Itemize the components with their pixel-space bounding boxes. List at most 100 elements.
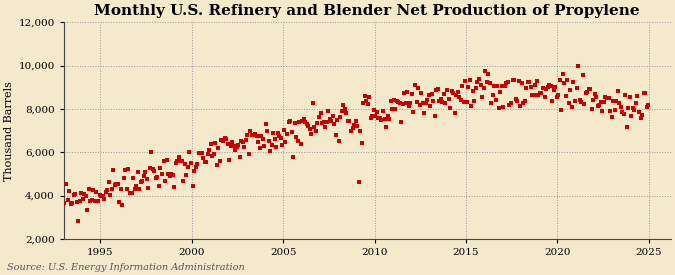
Point xyxy=(487,93,498,97)
Point xyxy=(353,180,364,184)
Point xyxy=(406,92,417,96)
Point xyxy=(381,125,392,130)
Point xyxy=(446,89,457,93)
Point xyxy=(82,208,92,212)
Point xyxy=(219,136,230,141)
Point xyxy=(248,132,259,137)
Point xyxy=(572,63,583,68)
Point xyxy=(79,192,90,197)
Point xyxy=(375,116,385,120)
Point xyxy=(310,129,321,133)
Point xyxy=(466,104,477,109)
Point xyxy=(99,197,109,201)
Point xyxy=(571,86,582,91)
Point xyxy=(478,85,489,90)
Point xyxy=(559,80,570,85)
Point xyxy=(414,103,425,107)
Point xyxy=(211,163,222,167)
Point xyxy=(637,113,647,117)
Point xyxy=(630,101,641,105)
Point xyxy=(213,145,224,150)
Point xyxy=(400,101,411,106)
Point xyxy=(263,139,274,143)
Point xyxy=(122,187,132,191)
Point xyxy=(78,197,88,201)
Point xyxy=(396,119,406,124)
Point xyxy=(536,91,547,95)
Point xyxy=(370,114,381,118)
Point xyxy=(198,155,209,160)
Point xyxy=(367,114,378,118)
Point xyxy=(468,89,479,93)
Point xyxy=(500,84,510,89)
Point xyxy=(495,90,506,94)
Point xyxy=(600,95,611,99)
Point xyxy=(501,81,512,85)
Point xyxy=(562,78,573,82)
Point xyxy=(623,106,634,110)
Point xyxy=(601,95,612,100)
Point xyxy=(74,199,85,204)
Point xyxy=(382,114,393,119)
Point xyxy=(292,139,303,143)
Text: Source: U.S. Energy Information Administration: Source: U.S. Energy Information Administ… xyxy=(7,263,244,272)
Point xyxy=(591,95,601,100)
Point xyxy=(303,124,314,128)
Point xyxy=(181,173,192,177)
Point xyxy=(537,85,548,90)
Point xyxy=(332,118,343,122)
Point xyxy=(493,106,504,111)
Point xyxy=(507,78,518,82)
Point xyxy=(192,161,202,166)
Point xyxy=(126,191,137,196)
Point xyxy=(498,105,509,109)
Point xyxy=(114,200,125,204)
Point xyxy=(250,132,261,136)
Point xyxy=(449,111,460,115)
Point xyxy=(480,68,491,73)
Point xyxy=(422,98,433,102)
Point xyxy=(288,155,298,159)
Point xyxy=(329,122,340,126)
Point xyxy=(232,145,242,150)
Point xyxy=(223,158,234,162)
Point xyxy=(483,72,493,76)
Point xyxy=(597,109,608,113)
Point xyxy=(470,86,481,90)
Point xyxy=(464,78,475,82)
Point xyxy=(574,98,585,102)
Point xyxy=(294,120,304,124)
Point xyxy=(355,129,366,134)
Point xyxy=(62,197,73,202)
Point xyxy=(377,108,388,113)
Point xyxy=(595,99,606,104)
Point xyxy=(454,95,464,100)
Point xyxy=(458,100,469,104)
Point xyxy=(443,96,454,101)
Point xyxy=(317,121,327,125)
Point xyxy=(545,84,556,88)
Point xyxy=(448,91,458,95)
Point xyxy=(217,139,228,143)
Point xyxy=(111,182,122,186)
Point xyxy=(513,79,524,83)
Point xyxy=(490,98,501,103)
Point xyxy=(577,73,588,78)
Point xyxy=(326,119,337,123)
Point xyxy=(481,80,492,85)
Point xyxy=(477,95,487,99)
Point xyxy=(90,199,101,204)
Point xyxy=(176,159,187,163)
Point xyxy=(128,175,138,180)
Point xyxy=(529,92,539,97)
Point xyxy=(210,141,221,145)
Point xyxy=(109,183,120,187)
Point xyxy=(585,87,595,92)
Point xyxy=(451,93,462,97)
Point xyxy=(186,161,196,166)
Point xyxy=(163,172,173,176)
Point xyxy=(452,89,463,94)
Point xyxy=(102,188,113,192)
Point xyxy=(173,154,184,159)
Point xyxy=(484,81,495,85)
